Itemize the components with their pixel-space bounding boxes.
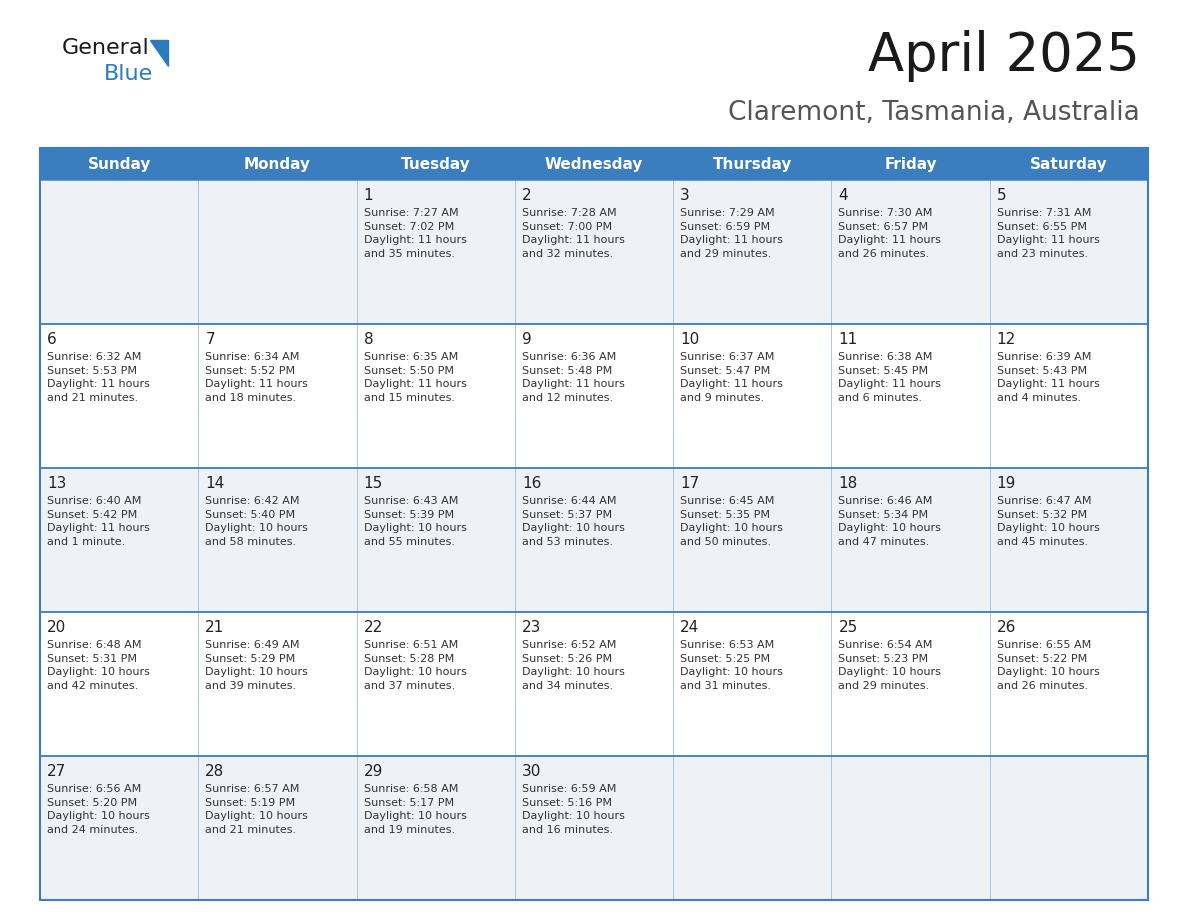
Text: 17: 17 [681, 476, 700, 491]
Text: Sunrise: 6:39 AM
Sunset: 5:43 PM
Daylight: 11 hours
and 4 minutes.: Sunrise: 6:39 AM Sunset: 5:43 PM Dayligh… [997, 352, 1100, 403]
Text: 20: 20 [48, 620, 67, 635]
Text: 3: 3 [681, 188, 690, 203]
Text: 15: 15 [364, 476, 383, 491]
Text: 14: 14 [206, 476, 225, 491]
Text: 29: 29 [364, 764, 383, 779]
Text: Sunrise: 6:42 AM
Sunset: 5:40 PM
Daylight: 10 hours
and 58 minutes.: Sunrise: 6:42 AM Sunset: 5:40 PM Dayligh… [206, 496, 308, 547]
Text: 26: 26 [997, 620, 1016, 635]
Text: Sunrise: 7:30 AM
Sunset: 6:57 PM
Daylight: 11 hours
and 26 minutes.: Sunrise: 7:30 AM Sunset: 6:57 PM Dayligh… [839, 208, 941, 259]
Text: 7: 7 [206, 332, 215, 347]
Text: 12: 12 [997, 332, 1016, 347]
Text: Sunrise: 6:36 AM
Sunset: 5:48 PM
Daylight: 11 hours
and 12 minutes.: Sunrise: 6:36 AM Sunset: 5:48 PM Dayligh… [522, 352, 625, 403]
Text: 25: 25 [839, 620, 858, 635]
Text: Sunrise: 6:55 AM
Sunset: 5:22 PM
Daylight: 10 hours
and 26 minutes.: Sunrise: 6:55 AM Sunset: 5:22 PM Dayligh… [997, 640, 1100, 691]
Bar [990, 148, 1148, 180]
Text: 28: 28 [206, 764, 225, 779]
Text: Sunrise: 6:48 AM
Sunset: 5:31 PM
Daylight: 10 hours
and 42 minutes.: Sunrise: 6:48 AM Sunset: 5:31 PM Dayligh… [48, 640, 150, 691]
Text: Blue: Blue [105, 64, 153, 84]
Text: 5: 5 [997, 188, 1006, 203]
Text: Sunrise: 6:34 AM
Sunset: 5:52 PM
Daylight: 11 hours
and 18 minutes.: Sunrise: 6:34 AM Sunset: 5:52 PM Dayligh… [206, 352, 308, 403]
Bar [198, 148, 356, 180]
Text: Sunrise: 6:53 AM
Sunset: 5:25 PM
Daylight: 10 hours
and 31 minutes.: Sunrise: 6:53 AM Sunset: 5:25 PM Dayligh… [681, 640, 783, 691]
Bar [514, 148, 674, 180]
Text: Sunrise: 6:54 AM
Sunset: 5:23 PM
Daylight: 10 hours
and 29 minutes.: Sunrise: 6:54 AM Sunset: 5:23 PM Dayligh… [839, 640, 941, 691]
Bar [40, 756, 1148, 900]
Text: 4: 4 [839, 188, 848, 203]
Text: 6: 6 [48, 332, 57, 347]
Text: 16: 16 [522, 476, 542, 491]
Text: 19: 19 [997, 476, 1016, 491]
Text: Wednesday: Wednesday [545, 156, 643, 172]
Bar [40, 148, 198, 180]
Text: Sunrise: 6:32 AM
Sunset: 5:53 PM
Daylight: 11 hours
and 21 minutes.: Sunrise: 6:32 AM Sunset: 5:53 PM Dayligh… [48, 352, 150, 403]
Bar [40, 612, 1148, 756]
Text: 24: 24 [681, 620, 700, 635]
Text: Sunrise: 6:46 AM
Sunset: 5:34 PM
Daylight: 10 hours
and 47 minutes.: Sunrise: 6:46 AM Sunset: 5:34 PM Dayligh… [839, 496, 941, 547]
Text: 21: 21 [206, 620, 225, 635]
Text: Sunrise: 7:28 AM
Sunset: 7:00 PM
Daylight: 11 hours
and 32 minutes.: Sunrise: 7:28 AM Sunset: 7:00 PM Dayligh… [522, 208, 625, 259]
Text: Sunrise: 6:51 AM
Sunset: 5:28 PM
Daylight: 10 hours
and 37 minutes.: Sunrise: 6:51 AM Sunset: 5:28 PM Dayligh… [364, 640, 467, 691]
Bar [40, 148, 1148, 900]
Bar [40, 324, 1148, 468]
Text: 22: 22 [364, 620, 383, 635]
Text: Sunrise: 6:38 AM
Sunset: 5:45 PM
Daylight: 11 hours
and 6 minutes.: Sunrise: 6:38 AM Sunset: 5:45 PM Dayligh… [839, 352, 941, 403]
Text: Thursday: Thursday [713, 156, 792, 172]
Text: 30: 30 [522, 764, 542, 779]
Bar [40, 180, 1148, 324]
Text: Sunrise: 6:57 AM
Sunset: 5:19 PM
Daylight: 10 hours
and 21 minutes.: Sunrise: 6:57 AM Sunset: 5:19 PM Dayligh… [206, 784, 308, 834]
Text: Tuesday: Tuesday [400, 156, 470, 172]
Text: 18: 18 [839, 476, 858, 491]
Text: 11: 11 [839, 332, 858, 347]
Text: 27: 27 [48, 764, 67, 779]
Text: Sunrise: 6:56 AM
Sunset: 5:20 PM
Daylight: 10 hours
and 24 minutes.: Sunrise: 6:56 AM Sunset: 5:20 PM Dayligh… [48, 784, 150, 834]
Text: Sunrise: 6:35 AM
Sunset: 5:50 PM
Daylight: 11 hours
and 15 minutes.: Sunrise: 6:35 AM Sunset: 5:50 PM Dayligh… [364, 352, 467, 403]
Text: Sunrise: 6:47 AM
Sunset: 5:32 PM
Daylight: 10 hours
and 45 minutes.: Sunrise: 6:47 AM Sunset: 5:32 PM Dayligh… [997, 496, 1100, 547]
Text: 1: 1 [364, 188, 373, 203]
Text: Sunrise: 6:58 AM
Sunset: 5:17 PM
Daylight: 10 hours
and 19 minutes.: Sunrise: 6:58 AM Sunset: 5:17 PM Dayligh… [364, 784, 467, 834]
Bar [832, 148, 990, 180]
Bar [40, 468, 1148, 612]
Text: Saturday: Saturday [1030, 156, 1107, 172]
Polygon shape [150, 40, 168, 66]
Text: Sunrise: 6:37 AM
Sunset: 5:47 PM
Daylight: 11 hours
and 9 minutes.: Sunrise: 6:37 AM Sunset: 5:47 PM Dayligh… [681, 352, 783, 403]
Text: 9: 9 [522, 332, 531, 347]
Text: 10: 10 [681, 332, 700, 347]
Text: Sunrise: 6:45 AM
Sunset: 5:35 PM
Daylight: 10 hours
and 50 minutes.: Sunrise: 6:45 AM Sunset: 5:35 PM Dayligh… [681, 496, 783, 547]
Text: Sunrise: 6:49 AM
Sunset: 5:29 PM
Daylight: 10 hours
and 39 minutes.: Sunrise: 6:49 AM Sunset: 5:29 PM Dayligh… [206, 640, 308, 691]
Text: Sunday: Sunday [88, 156, 151, 172]
Text: Sunrise: 7:31 AM
Sunset: 6:55 PM
Daylight: 11 hours
and 23 minutes.: Sunrise: 7:31 AM Sunset: 6:55 PM Dayligh… [997, 208, 1100, 259]
Bar [356, 148, 514, 180]
Text: Sunrise: 7:29 AM
Sunset: 6:59 PM
Daylight: 11 hours
and 29 minutes.: Sunrise: 7:29 AM Sunset: 6:59 PM Dayligh… [681, 208, 783, 259]
Text: Sunrise: 6:59 AM
Sunset: 5:16 PM
Daylight: 10 hours
and 16 minutes.: Sunrise: 6:59 AM Sunset: 5:16 PM Dayligh… [522, 784, 625, 834]
Text: Sunrise: 6:43 AM
Sunset: 5:39 PM
Daylight: 10 hours
and 55 minutes.: Sunrise: 6:43 AM Sunset: 5:39 PM Dayligh… [364, 496, 467, 547]
Text: General: General [62, 38, 150, 58]
Text: Sunrise: 6:52 AM
Sunset: 5:26 PM
Daylight: 10 hours
and 34 minutes.: Sunrise: 6:52 AM Sunset: 5:26 PM Dayligh… [522, 640, 625, 691]
Text: Sunrise: 7:27 AM
Sunset: 7:02 PM
Daylight: 11 hours
and 35 minutes.: Sunrise: 7:27 AM Sunset: 7:02 PM Dayligh… [364, 208, 467, 259]
Bar [674, 148, 832, 180]
Text: Sunrise: 6:44 AM
Sunset: 5:37 PM
Daylight: 10 hours
and 53 minutes.: Sunrise: 6:44 AM Sunset: 5:37 PM Dayligh… [522, 496, 625, 547]
Text: 8: 8 [364, 332, 373, 347]
Text: 2: 2 [522, 188, 531, 203]
Text: Claremont, Tasmania, Australia: Claremont, Tasmania, Australia [728, 100, 1140, 126]
Text: Sunrise: 6:40 AM
Sunset: 5:42 PM
Daylight: 11 hours
and 1 minute.: Sunrise: 6:40 AM Sunset: 5:42 PM Dayligh… [48, 496, 150, 547]
Text: 23: 23 [522, 620, 542, 635]
Text: April 2025: April 2025 [868, 30, 1140, 82]
Text: Monday: Monday [244, 156, 311, 172]
Text: 13: 13 [48, 476, 67, 491]
Text: Friday: Friday [884, 156, 937, 172]
